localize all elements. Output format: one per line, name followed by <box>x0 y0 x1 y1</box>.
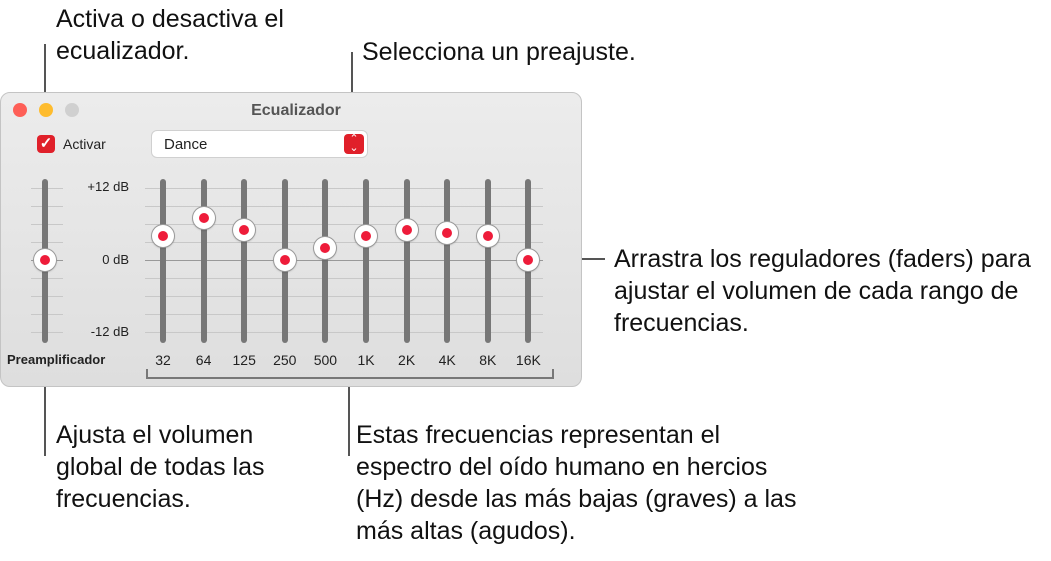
preset-select[interactable]: Dance ⌃ ⌄ <box>152 131 367 157</box>
bracket <box>146 377 554 379</box>
band-fader-track[interactable] <box>322 179 329 343</box>
band-fader-knob[interactable] <box>436 222 459 244</box>
frequency-label: 16K <box>515 352 541 368</box>
bracket-end <box>552 369 554 379</box>
chevron-updown-icon: ⌃ ⌄ <box>344 134 364 154</box>
callout-faders: Arrastra los reguladores (faders) para a… <box>614 245 1031 337</box>
callout-line <box>348 378 350 456</box>
band-fader-track[interactable] <box>363 179 369 343</box>
frequency-label: 4K <box>438 352 456 368</box>
minimize-button[interactable] <box>39 103 53 117</box>
band-fader-track[interactable] <box>403 179 410 343</box>
gridline <box>145 224 543 225</box>
band-fader-track[interactable] <box>241 179 248 343</box>
callout-line <box>44 376 46 456</box>
band-fader-knob[interactable] <box>152 225 174 247</box>
zoom-button <box>65 103 79 117</box>
activate-checkbox[interactable]: ✓ <box>37 135 55 153</box>
preamp-fader-knob[interactable] <box>34 249 56 271</box>
band-fader-knob[interactable] <box>233 219 256 241</box>
callout-frequencies: Estas frecuencias representan el espectr… <box>356 421 797 545</box>
callout-preset: Selecciona un preajuste. <box>362 38 636 66</box>
frequency-label: 2K <box>398 352 416 368</box>
bracket-end <box>146 369 148 379</box>
band-fader-knob[interactable] <box>517 249 540 271</box>
band-fader-track[interactable] <box>484 179 491 343</box>
band-fader-track[interactable] <box>160 179 166 343</box>
activate-label: Activar <box>63 136 106 152</box>
band-fader-knob[interactable] <box>395 219 418 241</box>
preset-value: Dance <box>164 136 208 153</box>
band-fader-knob[interactable] <box>192 207 215 229</box>
frequency-label: 64 <box>195 352 212 368</box>
scale-top: +12 dB <box>87 179 129 194</box>
band-fader-knob[interactable] <box>273 249 296 271</box>
gridline <box>145 260 543 261</box>
band-fader-knob[interactable] <box>314 237 337 259</box>
band-fader-knob[interactable] <box>355 225 377 247</box>
frequency-label: 125 <box>232 352 256 368</box>
gridline <box>145 242 543 243</box>
scale-bottom: -12 dB <box>90 324 129 339</box>
frequency-label: 250 <box>273 352 297 368</box>
gridline <box>145 314 543 315</box>
callout-toggle: Activa o desactiva el ecualizador. <box>56 5 284 65</box>
scale-mid: 0 dB <box>102 252 129 267</box>
preamp-label: Preamplificador <box>7 352 106 367</box>
band-fader-track[interactable] <box>200 179 207 343</box>
window-title: Ecualizador <box>251 102 341 119</box>
gridline <box>145 206 543 207</box>
frequency-label: 32 <box>155 352 171 368</box>
band-fader-knob[interactable] <box>476 225 499 247</box>
gridline <box>145 278 543 279</box>
band-fader-track[interactable] <box>444 179 451 343</box>
equalizer-window: Ecualizador ✓ Activar Dance ⌃ ⌄ +12 dB 0 … <box>0 92 582 387</box>
close-button[interactable] <box>13 103 27 117</box>
gridline <box>145 296 543 297</box>
gridline <box>145 188 543 189</box>
callout-preamp: Ajusta el volumen global de todas las fr… <box>56 421 265 513</box>
frequency-label: 8K <box>479 352 497 368</box>
gridline <box>145 332 543 333</box>
frequency-label: 500 <box>313 352 338 368</box>
frequency-label: 1K <box>357 352 375 368</box>
